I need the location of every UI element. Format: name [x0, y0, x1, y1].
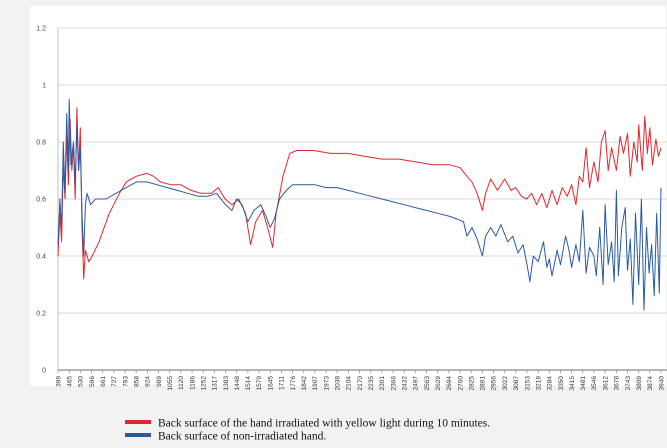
x-tick-label: 2366 — [390, 376, 397, 391]
x-tick-label: 1252 — [201, 376, 208, 391]
y-axis-ticks: 0 0.2 0.4 0.6 0.8 1 1.2 — [36, 26, 46, 375]
legend-swatch-1 — [125, 420, 151, 424]
x-tick-label: 2825 — [468, 376, 475, 391]
x-tick-label: 1842 — [301, 376, 308, 391]
x-tick-label: 3350 — [558, 376, 565, 391]
x-tick-label: 1383 — [223, 376, 230, 391]
x-tick-label: 2760 — [457, 376, 464, 391]
x-tick-label: 530 — [78, 376, 85, 387]
x-tick-label: 924 — [145, 376, 152, 387]
x-tick-label: 1120 — [178, 376, 185, 390]
x-tick-label: 2301 — [379, 376, 386, 391]
x-tick-label: 1579 — [256, 376, 263, 391]
x-tick-label: 858 — [133, 376, 140, 387]
x-tick-label: 2038 — [334, 376, 341, 391]
y-tick-label: 1 — [42, 83, 46, 90]
legend-label-2: Back surface of non-irradiated hand. — [158, 431, 326, 443]
x-tick-label: 3481 — [580, 376, 587, 391]
x-tick-label: 1973 — [323, 376, 330, 391]
x-tick-label: 727 — [111, 376, 118, 387]
x-tick-label: 3087 — [513, 376, 520, 391]
x-tick-label: 661 — [100, 376, 107, 387]
x-tick-label: 2235 — [368, 376, 375, 391]
y-tick-label: 0.8 — [36, 140, 46, 147]
x-tick-label: 1186 — [189, 376, 196, 390]
x-tick-label: 3153 — [524, 376, 531, 391]
y-tick-label: 1.2 — [36, 26, 46, 33]
x-tick-label: 793 — [122, 376, 129, 387]
plot-area — [30, 6, 666, 386]
x-tick-label: 2891 — [480, 376, 487, 391]
x-tick-label: 596 — [89, 376, 96, 387]
x-tick-label: 3874 — [647, 376, 654, 391]
legend-swatch-2 — [125, 433, 151, 437]
x-tick-label: 2563 — [424, 376, 431, 391]
x-tick-label: 3022 — [502, 376, 509, 391]
x-tick-label: 1776 — [290, 376, 297, 391]
x-tick-label: 1055 — [167, 376, 174, 391]
legend: Back surface of the hand irradiated with… — [125, 418, 490, 443]
x-tick-label: 3612 — [602, 376, 609, 391]
x-tick-label: 1645 — [267, 376, 274, 391]
x-tick-label: 3743 — [625, 376, 632, 391]
y-tick-label: 0.6 — [36, 197, 46, 204]
x-tick-label: 1711 — [279, 376, 286, 390]
x-tick-label: 989 — [156, 376, 163, 387]
x-tick-label: 3940 — [658, 376, 665, 391]
y-tick-label: 0.2 — [36, 311, 46, 318]
x-tick-label: 2104 — [346, 376, 353, 391]
x-tick-label: 1514 — [245, 376, 252, 391]
series-line-1 — [57, 107, 662, 280]
x-tick-label: 1317 — [212, 376, 219, 391]
y-tick-label: 0.4 — [36, 254, 46, 261]
gridlines — [57, 27, 667, 371]
y-tick-label: 0 — [42, 368, 46, 375]
x-tick-label: 2170 — [357, 376, 364, 391]
legend-label-1: Back surface of the hand irradiated with… — [158, 418, 490, 430]
x-tick-label: 3678 — [614, 376, 621, 391]
x-tick-label: 2629 — [435, 376, 442, 391]
series-line-2 — [57, 98, 662, 311]
x-axis: 399 465 530 596 661 727 793 858 924 989 1055 1120 11… — [55, 370, 665, 390]
x-tick-label: 465 — [67, 376, 74, 387]
x-tick-label: 2497 — [413, 376, 420, 391]
x-tick-label: 3219 — [536, 376, 543, 391]
x-tick-label: 3415 — [569, 376, 576, 391]
x-tick-label: 2694 — [446, 376, 453, 391]
x-tick-label: 1907 — [312, 376, 319, 391]
x-tick-label: 399 — [55, 376, 62, 387]
x-tick-label: 3809 — [636, 376, 643, 391]
x-tick-label: 3546 — [591, 376, 598, 391]
x-tick-label: 3284 — [547, 376, 554, 391]
x-tick-label: 2956 — [491, 376, 498, 391]
x-tick-label: 1448 — [234, 376, 241, 391]
x-tick-label: 2432 — [402, 376, 409, 391]
series-lines — [57, 98, 662, 311]
